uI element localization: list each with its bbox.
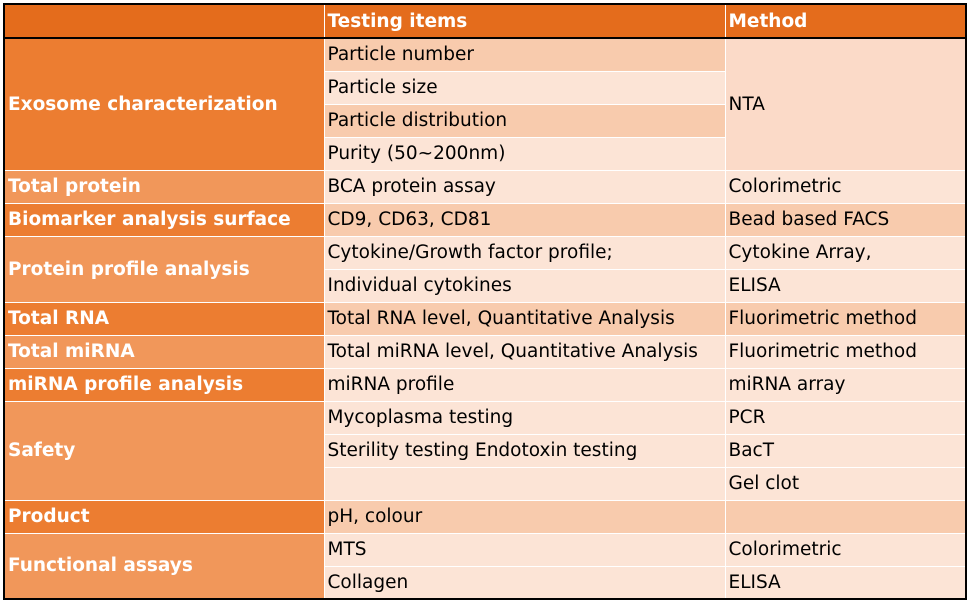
method-cell: Fluorimetric method [724, 335, 966, 369]
testing-item: Particle distribution [323, 104, 725, 138]
header-testing-items: Testing items [323, 4, 725, 39]
category-total-mirna: Total miRNA [4, 335, 324, 369]
method-cell: Colorimetric [724, 533, 966, 567]
category-mirna-profile-analysis: miRNA profile analysis [4, 368, 324, 402]
table-row: Sterility testing Endotoxin testing BacT [4, 434, 966, 468]
table-row: Total protein BCA protein assay Colorime… [4, 170, 966, 204]
testing-item: Total miRNA level, Quantitative Analysis [323, 335, 725, 369]
table-row: Total miRNA Total miRNA level, Quantitat… [4, 335, 966, 369]
testing-item: MTS [323, 533, 725, 567]
table-row: Safety Mycoplasma testing PCR [4, 401, 966, 501]
testing-item: Particle size [323, 71, 725, 105]
testing-item: CD9, CD63, CD81 [323, 203, 725, 237]
table-row: Product pH, colour [4, 500, 966, 534]
method-cell: ELISA [724, 269, 966, 303]
table-row: Biomarker analysis surface CD9, CD63, CD… [4, 203, 966, 237]
header-category [4, 4, 324, 39]
testing-item: Purity (50~200nm) [323, 137, 725, 171]
testing-item: Mycoplasma testing [323, 401, 725, 435]
method-cell: ELISA [724, 566, 966, 600]
table-row: Particle size [4, 71, 966, 105]
testing-table-container: Testing items Method Exosome characteriz… [3, 3, 967, 600]
category-total-protein: Total protein [4, 170, 324, 204]
table-row: Purity (50~200nm) [4, 137, 966, 171]
testing-item: miRNA profile [323, 368, 725, 402]
testing-item: Collagen [323, 566, 725, 600]
header-method: Method [724, 4, 966, 39]
testing-item: pH, colour [323, 500, 725, 534]
testing-item: Particle number [323, 38, 725, 72]
table-row: Total RNA Total RNA level, Quantitative … [4, 302, 966, 336]
method-cell: PCR [724, 401, 966, 435]
table-row: Exosome characterization Particle number… [4, 38, 966, 171]
method-cell [724, 500, 966, 534]
method-cell: miRNA array [724, 368, 966, 402]
testing-item: Cytokine/Growth factor profile; [323, 236, 725, 270]
testing-item: Sterility testing Endotoxin testing [323, 434, 725, 468]
testing-item [323, 467, 725, 501]
method-cell: Bead based FACS [724, 203, 966, 237]
method-cell: Gel clot [724, 467, 966, 501]
method-cell: BacT [724, 434, 966, 468]
method-cell: Fluorimetric method [724, 302, 966, 336]
category-product: Product [4, 500, 324, 534]
method-cell: NTA [724, 38, 966, 171]
category-functional-assays: Functional assays [4, 533, 324, 600]
testing-items-table: Testing items Method Exosome characteriz… [3, 3, 967, 600]
table-row: Protein profile analysis Cytokine/Growth… [4, 236, 966, 303]
category-biomarker-analysis-surface: Biomarker analysis surface [4, 203, 324, 237]
method-cell: Cytokine Array, [724, 236, 966, 270]
testing-item: BCA protein assay [323, 170, 725, 204]
table-row: miRNA profile analysis miRNA profile miR… [4, 368, 966, 402]
testing-item: Total RNA level, Quantitative Analysis [323, 302, 725, 336]
category-total-rna: Total RNA [4, 302, 324, 336]
table-header-row: Testing items Method [4, 4, 966, 39]
method-cell: Colorimetric [724, 170, 966, 204]
category-exosome-characterization: Exosome characterization [4, 38, 324, 171]
table-row: Gel clot [4, 467, 966, 501]
table-row: Collagen ELISA [4, 566, 966, 600]
testing-item: Individual cytokines [323, 269, 725, 303]
category-safety: Safety [4, 401, 324, 501]
table-row: Functional assays MTS Colorimetric [4, 533, 966, 600]
category-protein-profile-analysis: Protein profile analysis [4, 236, 324, 303]
table-row: Particle distribution [4, 104, 966, 138]
table-row: Individual cytokines ELISA [4, 269, 966, 303]
